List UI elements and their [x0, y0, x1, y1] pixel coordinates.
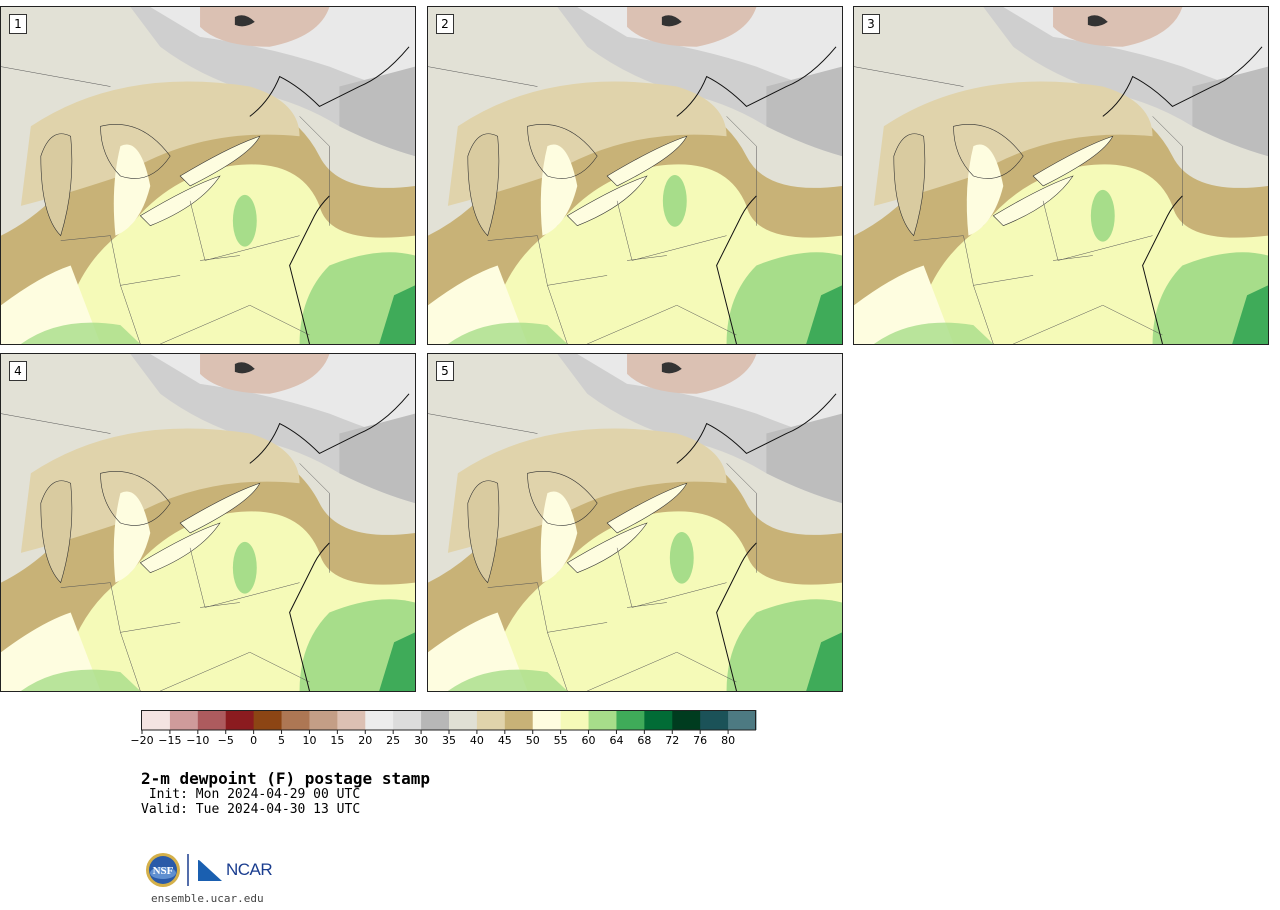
colorbar-tick-label: −10: [186, 734, 210, 747]
colorbar-swatch: [309, 710, 338, 730]
colorbar-tick-label: −5: [217, 734, 234, 747]
map-panel-5: 5: [427, 353, 843, 692]
map-panel-3: 3: [853, 6, 1269, 345]
panel-label: 5: [436, 361, 454, 381]
colorbar-swatch: [337, 710, 366, 730]
colorbar-swatch: [616, 710, 645, 730]
colorbar-swatch: [421, 710, 450, 730]
colorbar-swatch: [253, 710, 283, 730]
colorbar-tick-label: 55: [553, 734, 568, 747]
panel-label: 3: [862, 14, 880, 34]
colorbar-tick-label: 72: [665, 734, 680, 747]
dewpoint-map: [854, 7, 1268, 344]
colorbar-swatch: [197, 710, 227, 730]
colorbar-tick-label: 76: [693, 734, 708, 747]
dewpoint-map: [428, 7, 842, 344]
colorbar-swatch: [700, 710, 729, 730]
colorbar-swatch: [449, 710, 478, 730]
panel-label: 2: [436, 14, 454, 34]
colorbar-swatch: [281, 710, 310, 730]
colorbar-tick-label: 25: [386, 734, 401, 747]
colorbar-tick-label: 50: [525, 734, 540, 747]
colorbar-tick-label: 10: [302, 734, 317, 747]
valid-time: Valid: Tue 2024-04-30 13 UTC: [141, 802, 361, 817]
map-panel-2: 2: [427, 6, 843, 345]
panel-label: 1: [9, 14, 27, 34]
colorbar-swatch: [142, 710, 171, 730]
colorbar-swatch: [169, 710, 199, 730]
colorbar-tick-label: 80: [721, 734, 736, 747]
map-panel-4: 4: [0, 353, 416, 692]
colorbar-swatch: [476, 710, 506, 730]
colorbar-swatch: [588, 710, 617, 730]
ncar-mark-icon: [198, 859, 222, 881]
colorbar-tick-label: 15: [330, 734, 345, 747]
colorbar-tick-label: −20: [130, 734, 154, 747]
site-url: ensemble.ucar.edu: [151, 892, 264, 905]
plot-title: 2-m dewpoint (F) postage stamp: [141, 769, 430, 788]
colorbar-tick-label: 68: [637, 734, 652, 747]
ncar-logo-text: NCAR: [226, 860, 273, 879]
dewpoint-map: [428, 354, 842, 691]
colorbar: [141, 710, 757, 734]
colorbar-tick-label: 35: [442, 734, 456, 747]
nsf-ncar-logo: NSF: [146, 853, 223, 887]
colorbar-tick-label: 60: [581, 734, 596, 747]
colorbar-tick-label: 20: [358, 734, 373, 747]
init-time: Init: Mon 2024-04-29 00 UTC: [141, 787, 361, 802]
colorbar-swatch: [393, 710, 422, 730]
colorbar-swatch: [532, 710, 562, 730]
panel-label: 4: [9, 361, 27, 381]
colorbar-tick-label: 45: [497, 734, 512, 747]
colorbar-tick-label: 64: [609, 734, 624, 747]
colorbar-swatch: [728, 710, 757, 730]
colorbar-swatch: [672, 710, 701, 730]
colorbar-swatch: [225, 710, 255, 730]
colorbar-tick-label: 40: [469, 734, 484, 747]
colorbar-tick-label: 5: [278, 734, 286, 747]
dewpoint-map: [1, 7, 415, 344]
colorbar-tick-label: 30: [414, 734, 429, 747]
colorbar-swatch: [504, 710, 534, 730]
colorbar-swatch: [644, 710, 673, 730]
colorbar-tick-label: −15: [158, 734, 182, 747]
colorbar-swatch: [560, 710, 590, 730]
map-panel-1: 1: [0, 6, 416, 345]
nsf-logo-text: NSF: [153, 865, 174, 877]
colorbar-swatch: [365, 710, 394, 730]
dewpoint-map: [1, 354, 415, 691]
colorbar-tick-label: 0: [250, 734, 258, 747]
